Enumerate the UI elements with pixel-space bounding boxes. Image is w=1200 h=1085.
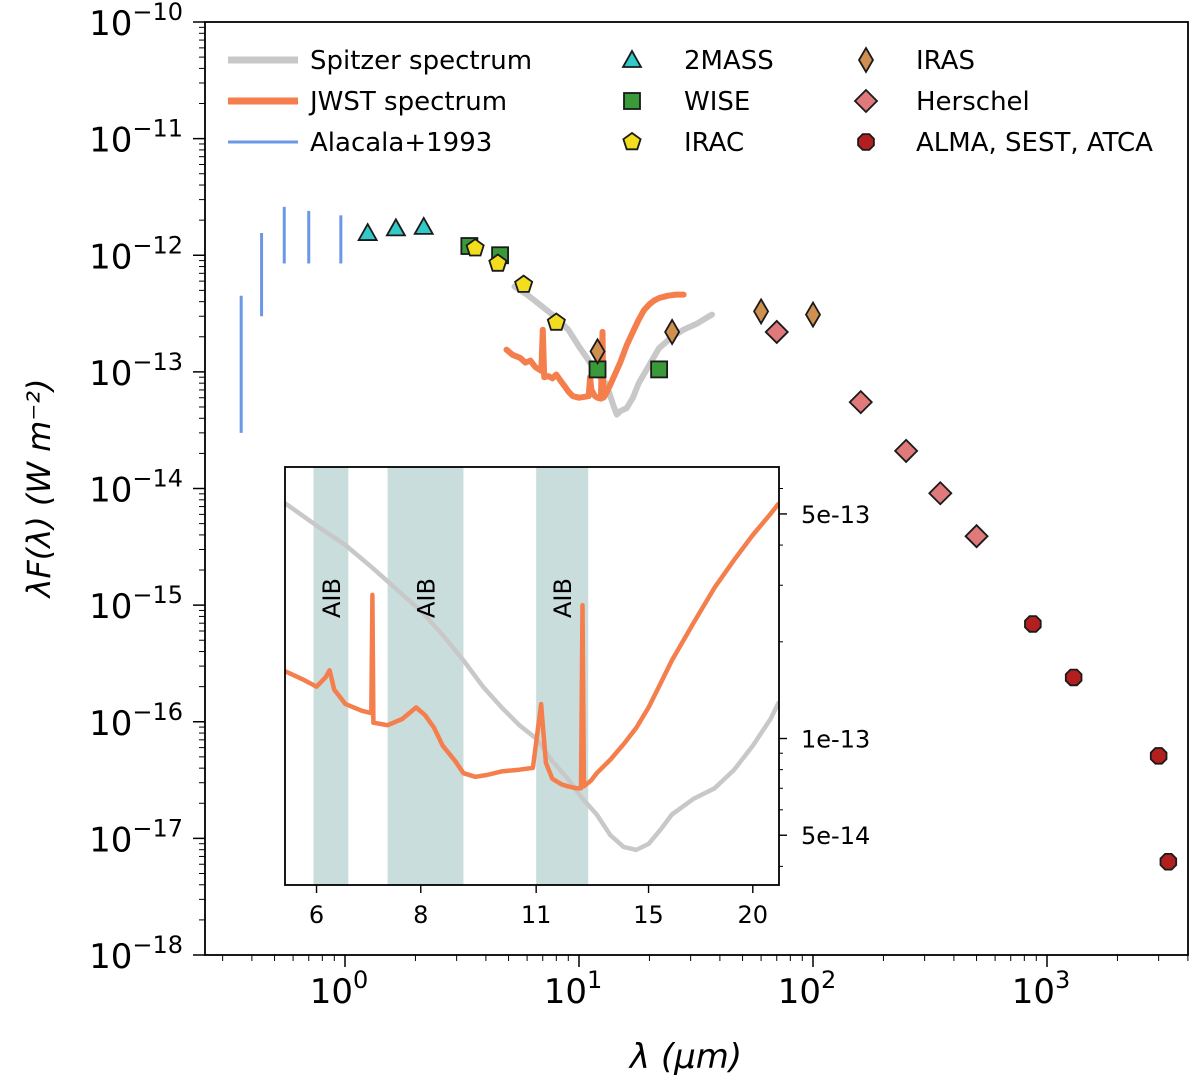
aib-band-label: AIB bbox=[318, 578, 346, 618]
alma-sest-atca-point bbox=[1024, 615, 1042, 633]
y-tick-label: 10−12 bbox=[89, 231, 183, 277]
x-tick-label: 101 bbox=[544, 966, 603, 1012]
y-tick-exponent: −18 bbox=[132, 931, 183, 959]
irac-point bbox=[465, 238, 485, 257]
x-tick-exponent: 0 bbox=[353, 966, 368, 994]
x-tick-label: 103 bbox=[1012, 966, 1071, 1012]
y-tick-label: 10−15 bbox=[89, 581, 183, 627]
y-tick-exponent: −15 bbox=[132, 581, 183, 609]
legend-spitzer-spectrum-label: Spitzer spectrum bbox=[310, 46, 532, 76]
legend-irac-label: IRAC bbox=[684, 128, 744, 158]
y-tick-label: 10−18 bbox=[89, 931, 183, 977]
x-tick-label: 100 bbox=[310, 966, 369, 1012]
inset-x-tick-label: 8 bbox=[413, 901, 428, 929]
legend-herschel-label: Herschel bbox=[916, 87, 1030, 117]
iras-point bbox=[804, 300, 822, 329]
y-tick-label: 10−10 bbox=[89, 0, 183, 44]
irac-point bbox=[514, 274, 534, 293]
legend-alma-sest-atca-label: ALMA, SEST, ATCA bbox=[916, 128, 1153, 158]
inset-x-tick-label: 20 bbox=[738, 901, 769, 929]
inset-x-tick-label: 6 bbox=[309, 901, 324, 929]
legend: Spitzer spectrum JWST spectrum Alacala+199… bbox=[228, 46, 1153, 158]
inset-jwst-spectrum-line bbox=[285, 501, 779, 791]
inset-axes: 6 8 11 15 20 5e-13 1e-13 5e-14 bbox=[309, 488, 870, 929]
inset-y-tick-label: 5e-13 bbox=[801, 501, 870, 529]
herschel-point bbox=[764, 319, 790, 345]
inset-y-tick-label: 1e-13 bbox=[801, 726, 870, 754]
alma-sest-atca-point bbox=[1149, 747, 1168, 765]
y-tick-exponent: −14 bbox=[132, 465, 183, 493]
main-axes: 10−1010−1110−1210−1310−1410−1510−1610−17… bbox=[89, 0, 1189, 1012]
2mass-point bbox=[357, 222, 379, 241]
alma-sest-atca-point bbox=[1064, 668, 1083, 687]
y-tick-exponent: −10 bbox=[132, 0, 183, 26]
legend-herschel-swatch bbox=[853, 88, 879, 114]
inset-y-tick-label: 5e-14 bbox=[801, 822, 870, 850]
y-tick-label: 10−11 bbox=[89, 115, 183, 161]
main-series-layer bbox=[239, 206, 1178, 871]
y-tick-label: 10−13 bbox=[89, 348, 183, 394]
y-tick-label: 10−14 bbox=[89, 465, 183, 511]
herschel-point bbox=[928, 481, 953, 506]
y-tick-exponent: −16 bbox=[132, 698, 183, 726]
y-tick-label: 10−16 bbox=[89, 698, 183, 744]
y-tick-exponent: −17 bbox=[132, 814, 183, 842]
iras-point bbox=[664, 318, 681, 346]
herschel-point bbox=[893, 438, 919, 464]
x-tick-exponent: 2 bbox=[821, 966, 836, 994]
legend-alma-sest-atca-swatch bbox=[857, 133, 875, 151]
y-tick-exponent: −12 bbox=[132, 231, 183, 259]
x-tick-label: 102 bbox=[778, 966, 837, 1012]
legend-2mass-swatch bbox=[621, 49, 643, 68]
y-axis-label: λF(λ) (W m⁻²) bbox=[20, 378, 58, 599]
aib-band bbox=[387, 467, 464, 885]
x-tick-exponent: 3 bbox=[1055, 966, 1070, 994]
legend-alacala-1993-label: Alacala+1993 bbox=[310, 128, 492, 158]
iras-point bbox=[589, 337, 606, 366]
legend-wise-label: WISE bbox=[684, 87, 750, 117]
iras-point bbox=[753, 297, 770, 326]
aib-band-label: AIB bbox=[549, 578, 577, 618]
inset-x-tick-label: 11 bbox=[521, 901, 552, 929]
irac-point bbox=[546, 312, 566, 331]
wise-point bbox=[650, 360, 669, 379]
herschel-point bbox=[848, 389, 874, 415]
aib-band-label: AIB bbox=[413, 578, 441, 618]
herschel-point bbox=[964, 523, 989, 549]
2mass-point bbox=[413, 216, 435, 235]
x-axis-label: λ (μm) bbox=[628, 1037, 742, 1077]
y-tick-exponent: −13 bbox=[132, 348, 183, 376]
legend-iras-label: IRAS bbox=[916, 46, 975, 76]
jwst-spectrum-line bbox=[503, 291, 687, 402]
legend-irac-swatch bbox=[622, 131, 642, 151]
y-tick-label: 10−17 bbox=[89, 814, 183, 860]
inset-frame bbox=[284, 466, 780, 886]
legend-wise-swatch bbox=[623, 92, 641, 110]
inset-background bbox=[285, 467, 779, 885]
aib-band bbox=[536, 467, 589, 885]
alma-sest-atca-point bbox=[1159, 853, 1178, 871]
inset-series-layer: AIB AIB AIB bbox=[285, 467, 779, 885]
legend-iras-swatch bbox=[857, 46, 875, 74]
2mass-point bbox=[385, 217, 407, 237]
irac-point bbox=[488, 253, 508, 272]
legend-jwst-spectrum-label: JWST spectrum bbox=[308, 87, 507, 117]
legend-2mass-label: 2MASS bbox=[684, 46, 774, 76]
inset-x-tick-label: 15 bbox=[633, 901, 664, 929]
x-tick-exponent: 1 bbox=[587, 966, 602, 994]
y-tick-exponent: −11 bbox=[132, 115, 183, 143]
